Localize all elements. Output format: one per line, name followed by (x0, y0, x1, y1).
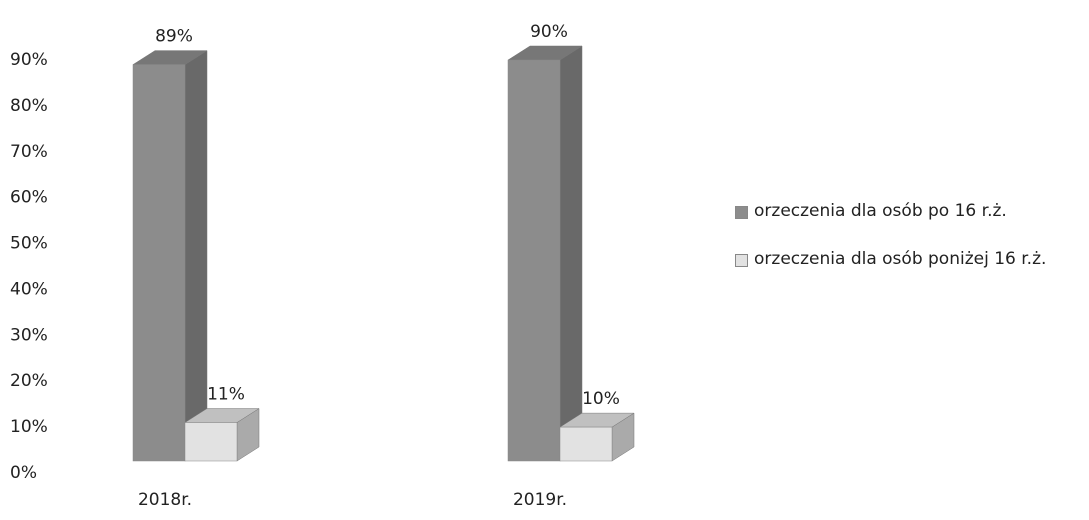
bar (184, 408, 260, 462)
x-tick-label: 2018r. (138, 490, 192, 510)
legend-label: orzeczenia dla osób po 16 r.ż. (754, 201, 1007, 221)
bar (507, 45, 583, 462)
value-label: 89% (155, 27, 193, 47)
bar-front (559, 426, 613, 462)
bar-front (132, 64, 186, 462)
value-label: 90% (530, 22, 568, 42)
y-tick-label: 30% (10, 325, 48, 345)
legend-entry: orzeczenia dla osób poniżej 16 r.ż. (735, 246, 1075, 272)
legend-entry: orzeczenia dla osób po 16 r.ż. (735, 198, 1075, 224)
legend-swatch (735, 254, 748, 267)
y-tick-label: 80% (10, 96, 48, 116)
legend: orzeczenia dla osób po 16 r.ż. orzeczenia… (735, 198, 1075, 294)
x-tick-label: 2019r. (513, 490, 567, 510)
bar (132, 50, 208, 462)
y-tick-label: 10% (10, 417, 48, 437)
value-label: 10% (582, 389, 620, 409)
y-tick-label: 70% (10, 142, 48, 162)
y-tick-label: 50% (10, 234, 48, 254)
y-tick-label: 40% (10, 279, 48, 299)
bar-side (559, 45, 583, 462)
y-tick-label: 60% (10, 188, 48, 208)
value-label: 11% (207, 385, 245, 405)
legend-label: orzeczenia dla osób poniżej 16 r.ż. (754, 249, 1047, 269)
y-tick-label: 0% (10, 463, 37, 483)
bar-front (184, 422, 238, 462)
bar-side (184, 50, 208, 462)
bar (559, 412, 635, 462)
bar-front (507, 59, 561, 462)
legend-swatch (735, 206, 748, 219)
y-tick-label: 90% (10, 50, 48, 70)
y-tick-label: 20% (10, 371, 48, 391)
